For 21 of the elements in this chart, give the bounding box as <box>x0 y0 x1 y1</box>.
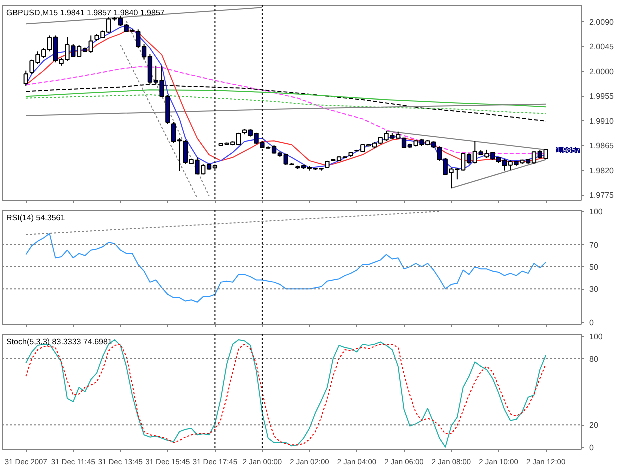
y-tick-label: 1.9865 <box>590 142 615 151</box>
y-tick-label: 2.0090 <box>590 18 615 27</box>
chart-title: RSI(14) 54.3561 <box>6 214 66 222</box>
y-tick-label: 100 <box>590 332 604 342</box>
y-tick-label: 100 <box>590 208 604 217</box>
chart-title: GBPUSD,M15 1.9841 1.9857 1.9840 1.9857 <box>6 8 166 18</box>
y-tick-label: 1.9955 <box>590 92 615 102</box>
text: 1.9857 <box>556 146 582 155</box>
y-tick-label: 0 <box>590 318 594 328</box>
chart-title: Stoch(5,3,3) 83.3333 74.6981 <box>6 338 113 346</box>
y-tick-label: 50 <box>590 262 599 272</box>
y-tick-label: 0 <box>590 443 594 452</box>
y-tick-label: 2.0045 <box>590 42 615 52</box>
y-tick-label: 20 <box>590 421 599 430</box>
y-tick-label: 2.0000 <box>590 67 615 76</box>
y-tick-label: 1.9820 <box>590 166 615 176</box>
y-tick-label: 70 <box>590 240 599 250</box>
y-tick-label: 80 <box>590 354 599 364</box>
y-tick-label: 1.9775 <box>590 191 615 200</box>
y-tick-label: 30 <box>590 285 599 294</box>
y-tick-label: 1.9910 <box>590 116 615 126</box>
